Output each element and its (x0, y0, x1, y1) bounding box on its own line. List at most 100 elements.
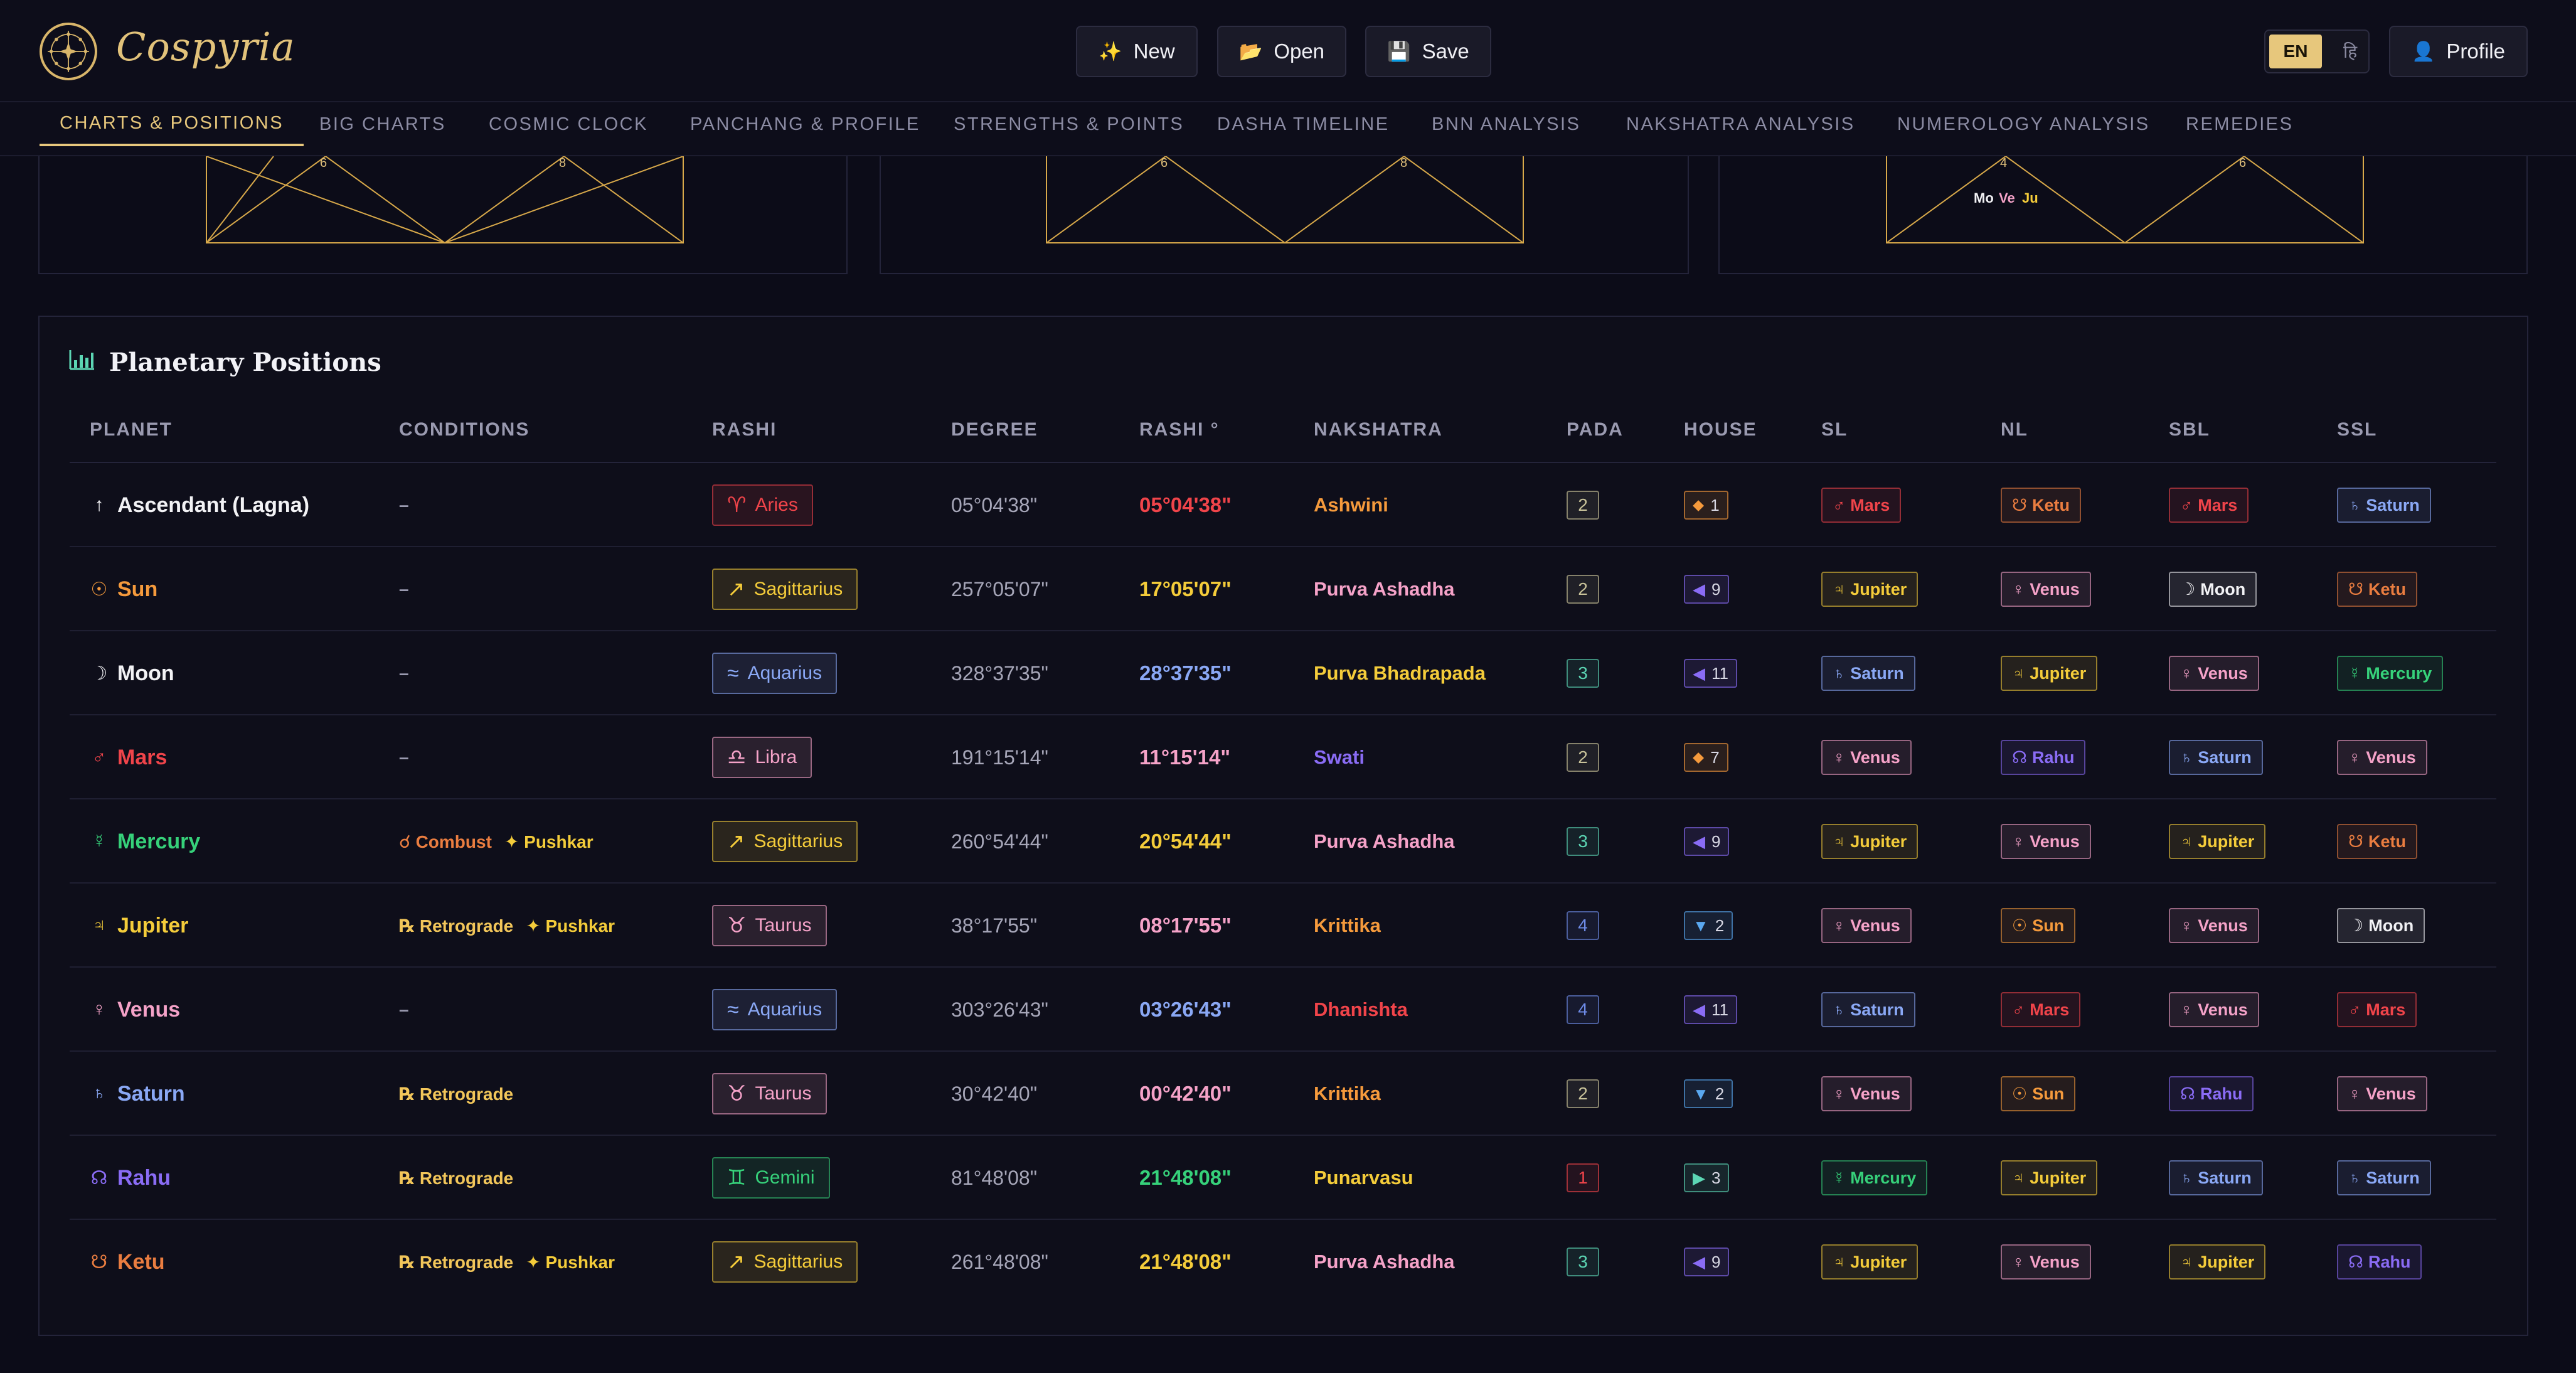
conditions-cell: ℞ Retrograde ✦ Pushkar (399, 884, 615, 968)
condition-tag: – (399, 747, 409, 767)
pada-badge: 3 (1567, 659, 1599, 688)
conditions-cell: – (399, 968, 409, 1052)
sparkles-icon: ✨ (1099, 41, 1122, 62)
tab-dasha-timeline[interactable]: DASHA TIMELINE (1217, 114, 1390, 134)
planet-glyph-icon: ♀ (1833, 1084, 1846, 1103)
degree-cell: 81°48'08" (951, 1136, 1037, 1220)
sl-cell: ♄ Saturn (1821, 968, 1915, 1052)
rashi-degree-value: 03°26'43" (1139, 998, 1232, 1021)
rashi-degree-cell: 00°42'40" (1139, 1052, 1232, 1136)
zodiac-sign-icon: ≈ (727, 661, 739, 685)
tab-strengths-points[interactable]: STRENGTHS & POINTS (954, 114, 1184, 134)
nakshatra-cell: Purva Ashadha (1314, 547, 1455, 631)
house-number: 2 (1715, 916, 1725, 935)
ssl-lord-badge: ☊ Rahu (2337, 1244, 2422, 1280)
column-header-house: HOUSE (1684, 419, 1757, 440)
condition-tag: ☌ Combust (399, 831, 492, 852)
nakshatra-cell: Punarvasu (1314, 1136, 1413, 1220)
sbl-lord-name: Venus (2198, 663, 2248, 683)
sl-lord-name: Venus (1850, 916, 1900, 935)
planet-glyph-icon: ♂ (1833, 495, 1846, 515)
conditions-cell: – (399, 547, 409, 631)
planet-glyph-icon: ☉ (2012, 1084, 2028, 1103)
sl-lord-badge: ♄ Saturn (1821, 992, 1915, 1027)
sbl-lord-name: Saturn (2198, 747, 2252, 767)
tab-remedies[interactable]: REMEDIES (2186, 114, 2294, 134)
top-bar: Cospyria ✨ New 📂 Open 💾 Save EN हि 👤 Pro… (0, 0, 2576, 102)
rashi-degree-value: 28°37'35" (1139, 661, 1232, 685)
rashi-badge: ↗ Sagittarius (712, 569, 858, 610)
sl-lord-name: Saturn (1850, 663, 1904, 683)
degree-value: 303°26'43" (951, 998, 1048, 1021)
table-row: ♂ Mars – ♎ Libra 191°15'14" 11°15'14" Swati 2 ⬥ 7 ♀… (70, 715, 2496, 799)
rashi-cell: ♉ Taurus (712, 884, 827, 968)
open-button[interactable]: 📂 Open (1217, 26, 1346, 77)
user-icon: 👤 (2412, 41, 2435, 62)
rashi-cell: ↗ Sagittarius (712, 799, 858, 884)
nl-lord-name: Jupiter (2030, 663, 2087, 683)
condition-tag: ✦ Pushkar (526, 1252, 615, 1272)
ssl-lord-name: Saturn (2366, 495, 2420, 515)
tab-nakshatra-analysis[interactable]: NAKSHATRA ANALYSIS (1626, 114, 1855, 134)
tab-panchang-profile[interactable]: PANCHANG & PROFILE (690, 114, 920, 134)
sl-lord-name: Jupiter (1850, 579, 1907, 599)
ssl-cell: ♄ Saturn (2337, 463, 2431, 547)
sbl-lord-badge: ☊ Rahu (2169, 1076, 2254, 1111)
rashi-cell: ≈ Aquarius (712, 968, 838, 1052)
sbl-lord-name: Venus (2198, 916, 2248, 935)
table-row: ♄ Saturn ℞ Retrograde ♉ Taurus 30°42'40" 00°42… (70, 1052, 2496, 1136)
tab-charts-positions[interactable]: CHARTS & POSITIONS (40, 102, 304, 146)
sbl-cell: ♂ Mars (2169, 463, 2249, 547)
save-button[interactable]: 💾 Save (1365, 26, 1491, 77)
planet-glyph-icon: ♀ (2348, 747, 2361, 767)
conditions-cell: ℞ Retrograde (399, 1136, 513, 1220)
pada-badge: 4 (1567, 911, 1599, 940)
planet-glyph-icon: ♂ (92, 747, 107, 767)
column-header-nakshatra: NAKSHATRA (1314, 419, 1443, 440)
column-header-planet: PLANET (90, 419, 173, 440)
rashi-badge: ≈ Aquarius (712, 989, 838, 1030)
zodiac-sign-icon: ↗ (727, 1250, 745, 1274)
sl-lord-badge: ♀ Venus (1821, 908, 1912, 943)
sl-cell: ♃ Jupiter (1821, 799, 1919, 884)
chart-card-2: 6 8 (880, 156, 1689, 274)
table-divider (70, 546, 2496, 547)
tab-numerology-analysis[interactable]: NUMEROLOGY ANALYSIS (1897, 114, 2150, 134)
planet-name: Ketu (117, 1249, 165, 1274)
planet-glyph-icon: ♄ (1833, 1000, 1846, 1019)
planet-cell: ♀ Venus (90, 968, 180, 1052)
ssl-lord-badge: ☿ Mercury (2337, 656, 2444, 691)
condition-tag: ✦ Pushkar (526, 916, 615, 936)
rashi-degree-value: 21°48'08" (1139, 1166, 1232, 1189)
tab-big-charts[interactable]: BIG CHARTS (319, 114, 446, 134)
planet-glyph-icon: ☊ (2012, 747, 2027, 767)
sl-lord-name: Mars (1850, 495, 1890, 515)
table-row: ☉ Sun – ↗ Sagittarius 257°05'07" 17°05'07" Purv… (70, 547, 2496, 631)
table-row: ☽ Moon – ≈ Aquarius 328°37'35" 28°37'35" Purva … (70, 631, 2496, 715)
house-marker-icon: ◀ (1693, 1000, 1705, 1019)
zodiac-sign-icon: ♉ (727, 1082, 747, 1106)
pada-cell: 3 (1567, 1220, 1599, 1304)
new-button[interactable]: ✨ New (1076, 26, 1198, 77)
ssl-cell: ☽ Moon (2337, 884, 2425, 968)
degree-value: 30°42'40" (951, 1082, 1038, 1105)
planet-cell: ↑ Ascendant (Lagna) (90, 463, 310, 547)
table-row: ↑ Ascendant (Lagna) – ♈ Aries 05°04'38" 05°04'… (70, 463, 2496, 547)
tab-cosmic-clock[interactable]: COSMIC CLOCK (489, 114, 648, 134)
table-divider (70, 714, 2496, 715)
profile-button[interactable]: 👤 Profile (2389, 26, 2528, 77)
logo-icon[interactable] (40, 23, 97, 80)
sl-lord-name: Venus (1850, 747, 1900, 767)
planet-glyph-icon: ♄ (92, 1083, 107, 1104)
house-number: 9 (1711, 1252, 1721, 1271)
house-marker-icon: ⬥ (1693, 747, 1705, 766)
house-badge: ▶ 3 (1684, 1163, 1730, 1192)
language-en-option[interactable]: EN (2269, 35, 2322, 68)
chart-house-number: 4 (2000, 156, 2008, 170)
degree-value: 260°54'44" (951, 830, 1048, 853)
house-number: 9 (1711, 579, 1721, 599)
language-hi-option[interactable]: हि (2343, 42, 2358, 61)
tab-bnn-analysis[interactable]: BNN ANALYSIS (1432, 114, 1581, 134)
pada-badge: 2 (1567, 743, 1599, 772)
planet-glyph-icon: ♄ (1833, 663, 1846, 683)
